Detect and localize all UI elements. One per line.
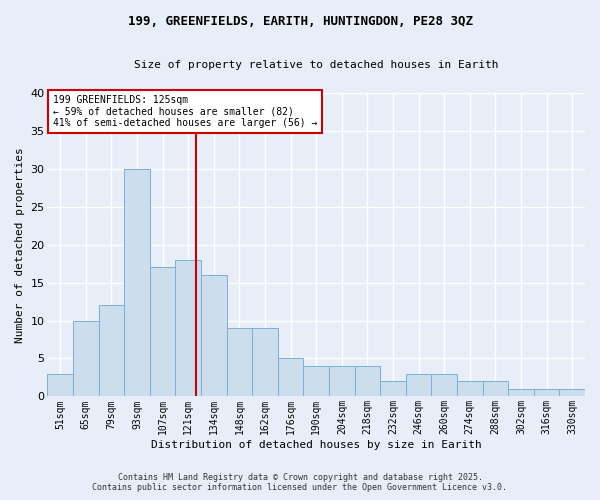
Bar [457, 381, 482, 396]
Title: Size of property relative to detached houses in Earith: Size of property relative to detached ho… [134, 60, 499, 70]
Bar [355, 366, 380, 396]
X-axis label: Distribution of detached houses by size in Earith: Distribution of detached houses by size … [151, 440, 482, 450]
Bar [406, 374, 431, 396]
Y-axis label: Number of detached properties: Number of detached properties [15, 147, 25, 342]
Bar [98, 306, 124, 396]
Bar [380, 381, 406, 396]
Bar [329, 366, 355, 396]
Bar [73, 320, 98, 396]
Bar [508, 389, 534, 396]
Bar [534, 389, 559, 396]
Bar [482, 381, 508, 396]
Text: 199 GREENFIELDS: 125sqm
← 59% of detached houses are smaller (82)
41% of semi-de: 199 GREENFIELDS: 125sqm ← 59% of detache… [53, 94, 317, 128]
Bar [252, 328, 278, 396]
Text: Contains HM Land Registry data © Crown copyright and database right 2025.
Contai: Contains HM Land Registry data © Crown c… [92, 473, 508, 492]
Bar [227, 328, 252, 396]
Bar [150, 268, 175, 396]
Bar [559, 389, 585, 396]
Bar [201, 275, 227, 396]
Bar [304, 366, 329, 396]
Bar [431, 374, 457, 396]
Bar [278, 358, 304, 397]
Bar [47, 374, 73, 396]
Bar [175, 260, 201, 396]
Text: 199, GREENFIELDS, EARITH, HUNTINGDON, PE28 3QZ: 199, GREENFIELDS, EARITH, HUNTINGDON, PE… [128, 15, 473, 28]
Bar [124, 169, 150, 396]
